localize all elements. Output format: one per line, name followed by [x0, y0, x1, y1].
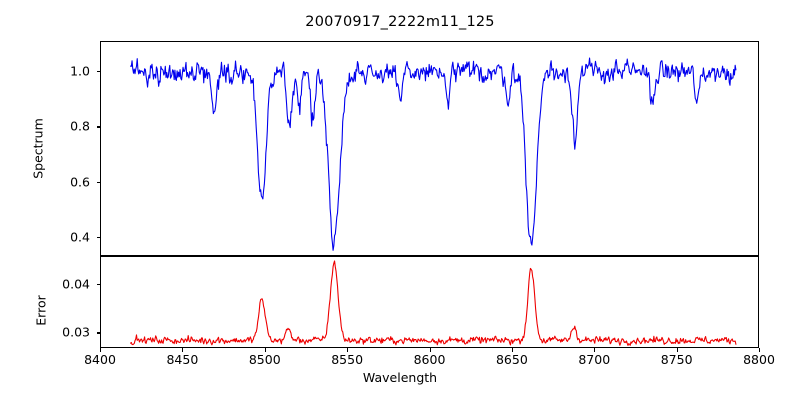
x-tick-mark — [759, 348, 761, 352]
x-tick-label: 8700 — [578, 352, 611, 367]
error-panel — [100, 256, 759, 348]
error-plot-area — [101, 257, 758, 347]
y-tick-mark — [96, 71, 100, 73]
y-tick-mark — [96, 181, 100, 183]
y-tick-label: 0.6 — [70, 174, 90, 190]
x-tick-label: 8400 — [84, 352, 116, 367]
y-tick-label: 0.8 — [70, 118, 90, 134]
y-tick-label: 1.0 — [70, 63, 90, 79]
spectrum-panel — [100, 41, 759, 256]
spectrum-trace — [131, 58, 736, 250]
error-trace — [131, 261, 736, 345]
x-tick-label: 8650 — [495, 352, 528, 367]
y-tick-mark — [96, 283, 100, 285]
x-tick-mark — [594, 348, 596, 352]
figure-title: 20070917_2222m11_125 — [305, 14, 495, 30]
x-tick-label: 8450 — [166, 352, 199, 367]
x-tick-mark — [100, 348, 102, 352]
spectrum-plot-area — [101, 42, 758, 255]
y-tick-label: 0.03 — [62, 324, 90, 340]
y-tick-label: 0.04 — [62, 276, 90, 292]
x-tick-label: 8600 — [413, 352, 446, 367]
x-tick-label: 8500 — [248, 352, 281, 367]
x-tick-mark — [264, 348, 266, 352]
y-tick-label: 0.4 — [70, 229, 90, 245]
y-tick-mark — [96, 126, 100, 128]
x-tick-mark — [182, 348, 184, 352]
x-tick-mark — [676, 348, 678, 352]
y-tick-mark — [96, 236, 100, 238]
y-tick-mark — [96, 332, 100, 334]
x-tick-label: 8750 — [660, 352, 693, 367]
x-tick-mark — [347, 348, 349, 352]
x-axis-label: Wavelength — [362, 370, 438, 385]
x-tick-label: 8800 — [743, 352, 775, 367]
x-tick-mark — [429, 348, 431, 352]
x-tick-mark — [511, 348, 513, 352]
x-tick-label: 8550 — [331, 352, 364, 367]
